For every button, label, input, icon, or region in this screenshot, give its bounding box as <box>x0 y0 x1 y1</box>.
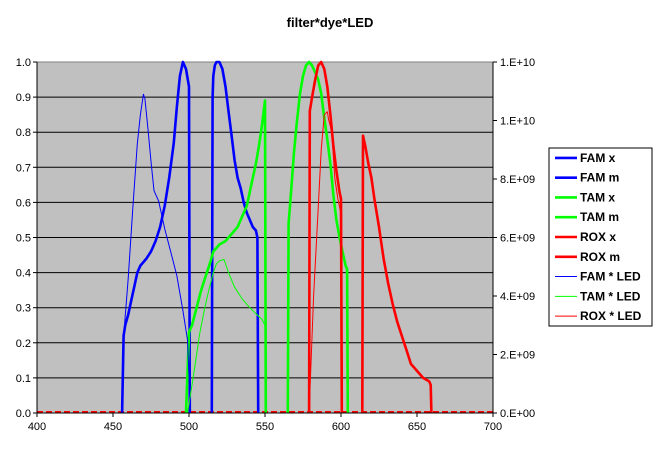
y-right-tick-label: 8.E+09 <box>500 174 535 186</box>
y-left-tick-label: 0.7 <box>16 162 31 174</box>
x-tick-label: 450 <box>104 421 122 433</box>
y-left-tick-label: 0.1 <box>16 373 31 385</box>
x-tick-label: 550 <box>256 421 274 433</box>
legend-label-fam-x: FAM x <box>580 151 616 165</box>
y-left-tick-label: 0.8 <box>16 127 31 139</box>
y-right-tick-label: 2.E+09 <box>500 350 535 362</box>
y-right-tick-label: 6.E+09 <box>500 233 535 245</box>
y-left-tick-label: 1.0 <box>16 57 31 69</box>
x-tick-label: 650 <box>408 421 426 433</box>
legend-label-tam-led: TAM * LED <box>580 289 641 303</box>
legend-label-rox-led: ROX * LED <box>580 309 642 323</box>
y-left-tick-label: 0.3 <box>16 303 31 315</box>
y-left-tick-label: 0.9 <box>16 92 31 104</box>
x-tick-label: 600 <box>332 421 350 433</box>
legend-label-rox-m: ROX m <box>580 250 620 264</box>
y-right-tick-label: 4.E+09 <box>500 291 535 303</box>
chart-title: filter*dye*LED <box>287 15 374 30</box>
y-left-tick-label: 0.4 <box>16 268 31 280</box>
x-tick-label: 500 <box>180 421 198 433</box>
y-left-tick-label: 0.5 <box>16 233 31 245</box>
x-tick-label: 400 <box>28 421 46 433</box>
legend: FAM x FAM m TAM x TAM m ROX x ROX m FAM * LED T… <box>549 148 652 326</box>
legend-label-tam-x: TAM x <box>580 190 615 204</box>
x-tick-label: 700 <box>484 421 502 433</box>
y-left-tick-label: 0.2 <box>16 338 31 350</box>
legend-label-fam-led: FAM * LED <box>580 270 641 284</box>
legend-label-fam-m: FAM m <box>580 171 619 185</box>
y-right-tick-label: 0.E+00 <box>500 408 535 420</box>
y-left-tick-label: 0.6 <box>16 197 31 209</box>
y-left-tick-label: 0.0 <box>16 408 31 420</box>
legend-label-tam-m: TAM m <box>580 210 619 224</box>
y-right-tick-label: 1.E+10 <box>500 57 535 69</box>
y-right-tick-label: 1.E+10 <box>500 116 535 128</box>
legend-label-rox-x: ROX x <box>580 230 616 244</box>
